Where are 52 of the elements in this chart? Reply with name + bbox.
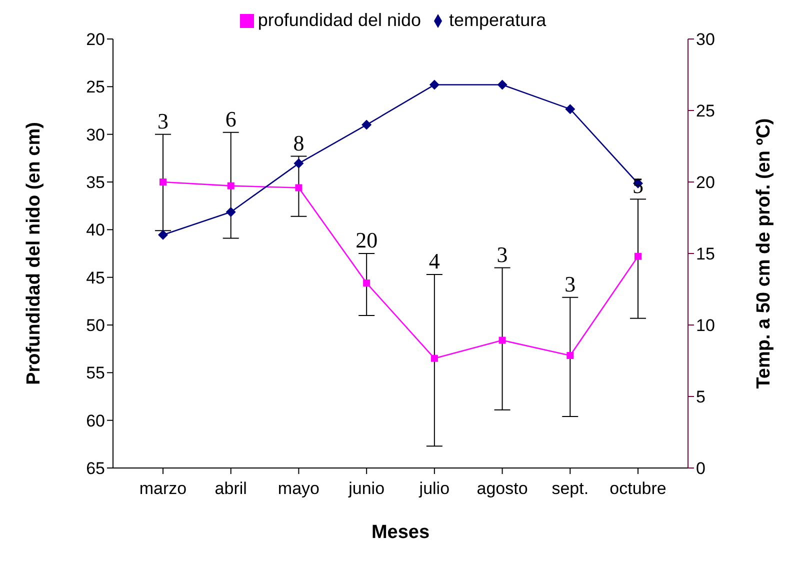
annotation: 8 bbox=[293, 130, 304, 156]
point bbox=[634, 252, 642, 260]
legend-label: profundidad del nido bbox=[258, 10, 422, 30]
annotation: 20 bbox=[356, 228, 378, 252]
x-tick-label: julio bbox=[418, 479, 450, 498]
y2-tick-label: 20 bbox=[696, 173, 715, 192]
point bbox=[363, 280, 370, 287]
y-tick-label: 40 bbox=[86, 220, 105, 240]
x-tick-label: agosto bbox=[476, 479, 528, 498]
point bbox=[227, 182, 234, 190]
x-tick-label: marzo bbox=[139, 479, 187, 498]
y-tick-label: 50 bbox=[86, 316, 105, 336]
y2-axis-title: Temp. a 50 cm de prof. (en ºC) bbox=[754, 118, 775, 389]
y-tick-label: 30 bbox=[86, 125, 105, 144]
y-tick-label: 60 bbox=[86, 411, 105, 430]
point bbox=[294, 158, 304, 168]
point bbox=[226, 207, 236, 218]
point bbox=[430, 354, 438, 362]
y-tick-label: 45 bbox=[86, 268, 105, 288]
point bbox=[497, 80, 508, 90]
y-axis-title: Profundidad del nido (en cm) bbox=[24, 122, 45, 385]
y2-tick-label: 30 bbox=[696, 30, 715, 50]
annotation: 6 bbox=[225, 106, 236, 132]
point bbox=[158, 230, 168, 240]
point bbox=[160, 178, 166, 186]
annotation: 3 bbox=[496, 242, 508, 267]
legend-label: temperatura bbox=[449, 10, 546, 30]
y-tick-label: 25 bbox=[86, 78, 105, 97]
x-tick-label: junio bbox=[348, 479, 385, 498]
y-tick-label: 65 bbox=[86, 459, 105, 478]
y2-tick-label: 0 bbox=[696, 459, 706, 478]
y-tick-label: 35 bbox=[86, 173, 105, 192]
point bbox=[565, 104, 576, 114]
point bbox=[498, 336, 506, 344]
y2-tick-label: 5 bbox=[696, 388, 706, 407]
point bbox=[362, 120, 372, 130]
y2-tick-label: 15 bbox=[696, 244, 715, 264]
y2-tick-label: 25 bbox=[696, 102, 715, 121]
x-tick-label: mayo bbox=[278, 479, 320, 498]
annotation: 4 bbox=[428, 248, 440, 274]
x-tick-label: octubre bbox=[610, 479, 666, 498]
point bbox=[566, 352, 574, 360]
y-tick-label: 20 bbox=[86, 30, 105, 50]
x-tick-label: abril bbox=[214, 479, 247, 498]
point bbox=[295, 184, 302, 192]
y-tick-label: 55 bbox=[86, 364, 105, 383]
point bbox=[429, 80, 440, 90]
x-axis-title: Meses bbox=[371, 522, 430, 543]
annotation: 3 bbox=[158, 108, 168, 134]
x-tick-label: sept. bbox=[552, 479, 589, 498]
annotation: 3 bbox=[564, 271, 576, 296]
y2-tick-label: 10 bbox=[696, 316, 715, 336]
